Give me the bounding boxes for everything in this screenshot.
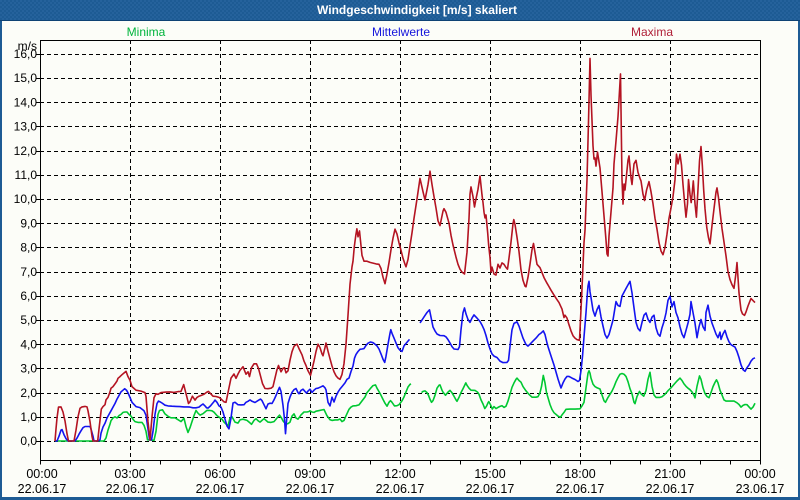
svg-text:23.06.17: 23.06.17	[736, 482, 785, 496]
svg-text:03:00: 03:00	[114, 467, 145, 481]
svg-text:1,0: 1,0	[20, 410, 37, 424]
svg-text:10,0: 10,0	[14, 192, 38, 206]
svg-text:12,0: 12,0	[14, 144, 38, 158]
svg-text:22.06.17: 22.06.17	[196, 482, 245, 496]
svg-text:8,0: 8,0	[20, 241, 37, 255]
svg-text:13,0: 13,0	[14, 120, 38, 134]
svg-text:22.06.17: 22.06.17	[466, 482, 515, 496]
svg-text:0,0: 0,0	[20, 434, 37, 448]
svg-text:Mittelwerte: Mittelwerte	[372, 25, 430, 39]
svg-text:22.06.17: 22.06.17	[106, 482, 155, 496]
svg-text:14,0: 14,0	[14, 95, 38, 109]
svg-text:Maxima: Maxima	[631, 25, 673, 39]
svg-text:7,0: 7,0	[20, 265, 37, 279]
svg-text:00:00: 00:00	[26, 467, 57, 481]
svg-text:09:00: 09:00	[294, 467, 325, 481]
svg-text:Minima: Minima	[127, 25, 166, 39]
svg-text:4,0: 4,0	[20, 337, 37, 351]
svg-text:22.06.17: 22.06.17	[556, 482, 605, 496]
svg-text:12:00: 12:00	[384, 467, 415, 481]
svg-text:11,0: 11,0	[15, 168, 38, 182]
svg-text:21:00: 21:00	[654, 467, 685, 481]
svg-text:3,0: 3,0	[20, 362, 37, 376]
svg-text:2,0: 2,0	[20, 386, 37, 400]
svg-text:22.06.17: 22.06.17	[286, 482, 335, 496]
svg-text:5,0: 5,0	[20, 313, 37, 327]
svg-text:18:00: 18:00	[564, 467, 595, 481]
svg-text:m/s: m/s	[18, 39, 37, 53]
svg-text:6,0: 6,0	[20, 289, 37, 303]
svg-text:06:00: 06:00	[204, 467, 235, 481]
svg-text:15:00: 15:00	[474, 467, 505, 481]
svg-text:00:00: 00:00	[744, 467, 775, 481]
svg-text:15,0: 15,0	[14, 71, 38, 85]
svg-text:9,0: 9,0	[20, 216, 37, 230]
svg-text:22.06.17: 22.06.17	[18, 482, 67, 496]
svg-text:22.06.17: 22.06.17	[376, 482, 425, 496]
svg-text:16,0: 16,0	[14, 47, 38, 61]
svg-text:22.06.17: 22.06.17	[646, 482, 695, 496]
